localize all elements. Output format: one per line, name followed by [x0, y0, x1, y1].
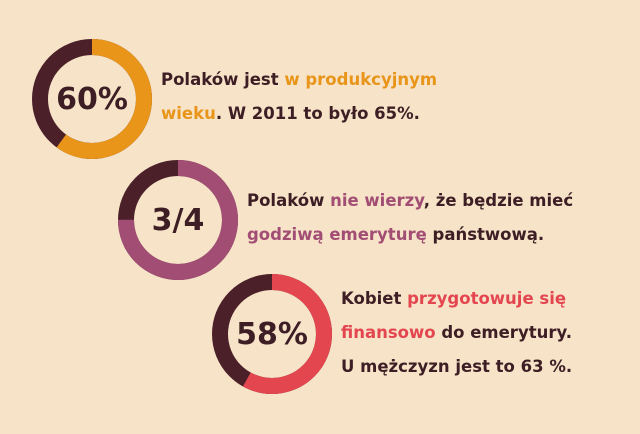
text-highlight: w produkcyjnym [284, 70, 438, 89]
progress-ring-58 [210, 272, 334, 396]
ring-svg [118, 160, 238, 280]
text-plain: Polaków jest [161, 70, 285, 89]
description-line-3: U mężczyzn jest to 63 %. [341, 357, 573, 376]
description-line-1: Kobiet przygotowuje się [341, 282, 572, 316]
description-line-2: wieku. W 2011 to było 65%. [161, 97, 437, 131]
text-plain: , że będzie mieć [423, 191, 574, 210]
text-plain: państwową. [426, 225, 545, 244]
progress-ring-3-4 [116, 158, 240, 282]
stat-working-age: 60% Polaków jest w produkcyjnym wieku. W… [30, 37, 630, 161]
text-highlight: wieku [161, 104, 216, 123]
text-plain: Kobiet [341, 289, 408, 308]
stat-value: 60% [56, 81, 128, 117]
text-highlight: godziwą emeryturę [247, 225, 427, 244]
text-highlight: przygotowuje się [407, 289, 567, 308]
stat-value: 58% [236, 316, 308, 352]
text-highlight: finansowo [341, 323, 436, 342]
progress-ring-60 [30, 37, 154, 161]
text-plain: Polaków [247, 191, 331, 210]
text-highlight: nie wierzy [330, 191, 424, 210]
description-line-1: Polaków jest w produkcyjnym [161, 63, 437, 97]
stat-description: Polaków nie wierzy, że będzie mieć godzi… [247, 184, 573, 252]
ring-arc [32, 39, 152, 159]
stat-description: Kobiet przygotowuje się finansowo do eme… [341, 282, 572, 384]
description-line-2: finansowo do emerytury. [341, 316, 572, 350]
ring-arc [212, 274, 332, 394]
stat-women-saving: 58% Kobiet przygotowuje się finansowo do… [210, 272, 640, 396]
description-line-2: godziwą emeryturę państwową. [247, 218, 573, 252]
text-plain: do emerytury. [435, 323, 572, 342]
ring-svg [212, 274, 332, 394]
stat-value: 3/4 [151, 202, 205, 238]
ring-arc [118, 160, 238, 280]
description-line-1: Polaków nie wierzy, że będzie mieć [247, 184, 573, 218]
ring-svg [32, 39, 152, 159]
stat-pension-distrust: 3/4 Polaków nie wierzy, że będzie mieć g… [116, 158, 636, 282]
stat-description: Polaków jest w produkcyjnym wieku. W 201… [161, 63, 437, 131]
text-plain: . W 2011 to było 65%. [215, 104, 420, 123]
